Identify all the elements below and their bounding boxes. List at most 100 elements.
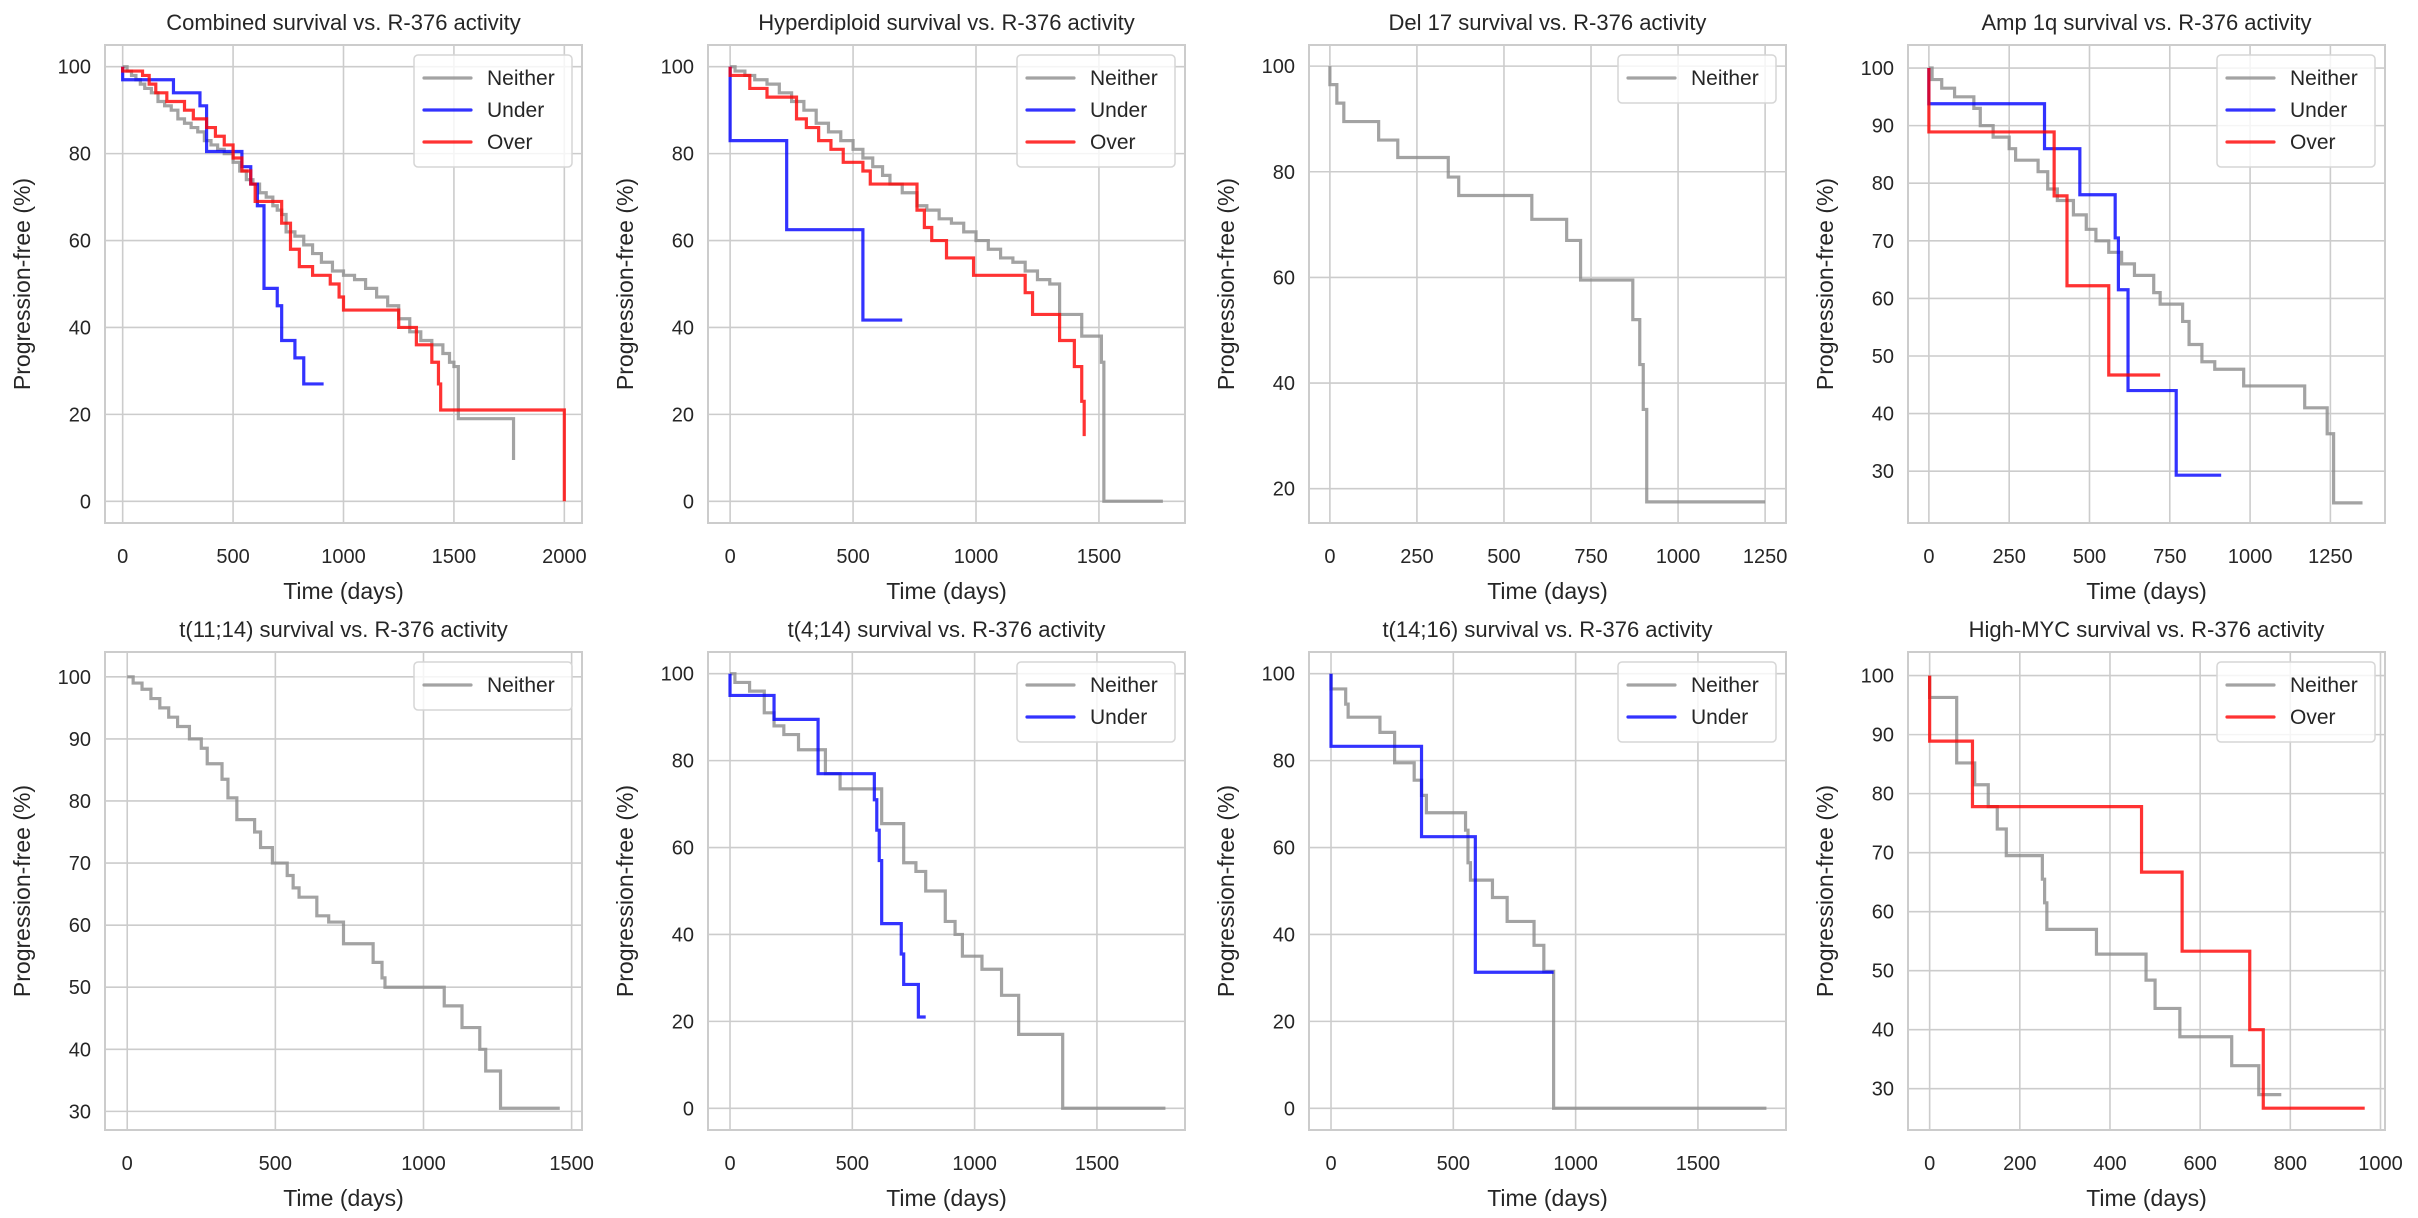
y-tick-label: 100 bbox=[1861, 58, 1894, 80]
y-tick-label: 0 bbox=[1284, 1098, 1295, 1120]
x-axis-label: Time (days) bbox=[283, 1185, 404, 1211]
chart-panel-2: 0 500 1000 1500 0 20 40 60 80 100 Hyperdiploid sur… bbox=[612, 10, 1186, 604]
series-line-neither bbox=[127, 675, 560, 1110]
series-line-under bbox=[728, 673, 926, 1019]
chart-panel-5: 0 500 1000 1500 30 40 50 60 70 80 90 100 t(11;14) su… bbox=[9, 617, 594, 1211]
y-axis-label: Progression-free (%) bbox=[1812, 178, 1838, 390]
y-tick-label: 90 bbox=[69, 729, 91, 751]
y-tick-label: 0 bbox=[683, 1098, 694, 1120]
y-tick-label: 70 bbox=[69, 853, 91, 875]
x-tick-label: 2000 bbox=[542, 546, 587, 568]
x-tick-label: 1000 bbox=[1656, 546, 1701, 568]
legend-box bbox=[1617, 54, 1777, 104]
x-tick-label: 750 bbox=[2153, 546, 2186, 568]
y-tick-label: 40 bbox=[1273, 924, 1295, 946]
axes-frame bbox=[104, 651, 583, 1131]
y-tick-label: 60 bbox=[1273, 267, 1295, 289]
chart-panel-6: 0 500 1000 1500 0 20 40 60 80 100 t(4;14) survival… bbox=[612, 617, 1186, 1211]
y-axis-label: Progression-free (%) bbox=[1812, 785, 1838, 997]
legend-box bbox=[2216, 54, 2376, 168]
legend-box bbox=[1617, 661, 1777, 743]
legend-label-over: Over bbox=[487, 131, 533, 154]
y-tick-label: 60 bbox=[1273, 838, 1295, 860]
legend-label-neither: Neither bbox=[1090, 67, 1158, 90]
y-tick-label: 80 bbox=[672, 751, 694, 773]
chart-title: Combined survival vs. R-376 activity bbox=[166, 10, 521, 35]
axes-frame bbox=[1907, 44, 2386, 524]
chart-title: t(4;14) survival vs. R-376 activity bbox=[788, 617, 1106, 642]
chart-title: t(14;16) survival vs. R-376 activity bbox=[1382, 617, 1712, 642]
x-axis-label: Time (days) bbox=[886, 578, 1007, 604]
y-tick-label: 20 bbox=[1273, 1011, 1295, 1033]
plot-area bbox=[1309, 45, 1786, 523]
legend-box bbox=[413, 54, 573, 168]
series-line-neither bbox=[122, 65, 516, 460]
x-axis-label: Time (days) bbox=[2086, 1185, 2207, 1211]
legend-box bbox=[1016, 661, 1176, 743]
y-axis-label: Progression-free (%) bbox=[612, 785, 638, 997]
y-tick-label: 20 bbox=[672, 1011, 694, 1033]
chart-panel-8: 0 200 400 600 800 1000 30 40 50 60 70 80 90 100 High-M… bbox=[1812, 617, 2403, 1211]
axes-frame bbox=[707, 651, 1186, 1131]
chart-title: Hyperdiploid survival vs. R-376 activity bbox=[758, 10, 1135, 35]
plot-area bbox=[105, 652, 582, 1130]
x-tick-label: 1000 bbox=[2228, 546, 2273, 568]
series-line-neither bbox=[1328, 66, 1766, 504]
legend-label-under: Under bbox=[1090, 706, 1147, 729]
series-line-under bbox=[728, 66, 903, 322]
legend-label-neither: Neither bbox=[1090, 674, 1158, 697]
y-tick-label: 20 bbox=[672, 404, 694, 426]
x-tick-label: 0 bbox=[1923, 546, 1934, 568]
y-tick-label: 60 bbox=[1872, 288, 1894, 310]
axes-frame bbox=[1907, 651, 2386, 1131]
legend: Neither Under bbox=[1016, 661, 1176, 743]
y-axis-label: Progression-free (%) bbox=[612, 178, 638, 390]
y-tick-label: 60 bbox=[672, 838, 694, 860]
y-tick-label: 50 bbox=[69, 977, 91, 999]
x-tick-label: 200 bbox=[2003, 1153, 2036, 1175]
chart-title: Del 17 survival vs. R-376 activity bbox=[1389, 10, 1707, 35]
y-axis-label: Progression-free (%) bbox=[9, 178, 35, 390]
chart-panel-1: 0 500 1000 1500 2000 0 20 40 60 80 100 Combined sur… bbox=[9, 10, 587, 604]
series-line-neither bbox=[1928, 675, 2282, 1097]
x-tick-label: 500 bbox=[1437, 1153, 1470, 1175]
axes-frame bbox=[1308, 44, 1787, 524]
series-line-under bbox=[1329, 673, 1554, 974]
y-tick-label: 0 bbox=[683, 491, 694, 513]
series-line-over bbox=[1927, 68, 2161, 377]
x-tick-label: 0 bbox=[1325, 1153, 1336, 1175]
y-tick-label: 100 bbox=[1262, 664, 1295, 686]
y-tick-label: 60 bbox=[1872, 902, 1894, 924]
x-tick-label: 1500 bbox=[1077, 546, 1122, 568]
x-tick-label: 600 bbox=[2183, 1153, 2216, 1175]
legend-label-neither: Neither bbox=[1691, 67, 1759, 90]
x-tick-label: 1000 bbox=[321, 546, 366, 568]
x-tick-label: 750 bbox=[1574, 546, 1607, 568]
x-tick-label: 1500 bbox=[549, 1153, 594, 1175]
x-tick-label: 0 bbox=[1324, 546, 1335, 568]
y-tick-label: 100 bbox=[58, 667, 91, 689]
legend-label-under: Under bbox=[2290, 99, 2347, 122]
legend-label-over: Over bbox=[2290, 706, 2336, 729]
legend-box bbox=[1016, 54, 1176, 168]
x-tick-label: 500 bbox=[2073, 546, 2106, 568]
x-tick-label: 0 bbox=[117, 546, 128, 568]
x-tick-label: 1500 bbox=[1676, 1153, 1721, 1175]
x-tick-label: 250 bbox=[1400, 546, 1433, 568]
legend-label-neither: Neither bbox=[1691, 674, 1759, 697]
x-tick-label: 1250 bbox=[2308, 546, 2353, 568]
legend-label-over: Over bbox=[2290, 131, 2336, 154]
series-line-over bbox=[121, 66, 566, 502]
x-tick-label: 500 bbox=[836, 546, 869, 568]
x-tick-label: 500 bbox=[1487, 546, 1520, 568]
y-tick-label: 40 bbox=[1273, 373, 1295, 395]
y-tick-label: 30 bbox=[1872, 1079, 1894, 1101]
x-tick-label: 0 bbox=[725, 546, 736, 568]
axes-frame bbox=[104, 44, 583, 524]
series-line-under bbox=[1927, 68, 2222, 477]
y-tick-label: 40 bbox=[1872, 1020, 1894, 1042]
x-tick-label: 0 bbox=[724, 1153, 735, 1175]
chart-title: t(11;14) survival vs. R-376 activity bbox=[179, 617, 507, 642]
series-line-over bbox=[728, 66, 1086, 437]
legend-label-neither: Neither bbox=[2290, 67, 2358, 90]
